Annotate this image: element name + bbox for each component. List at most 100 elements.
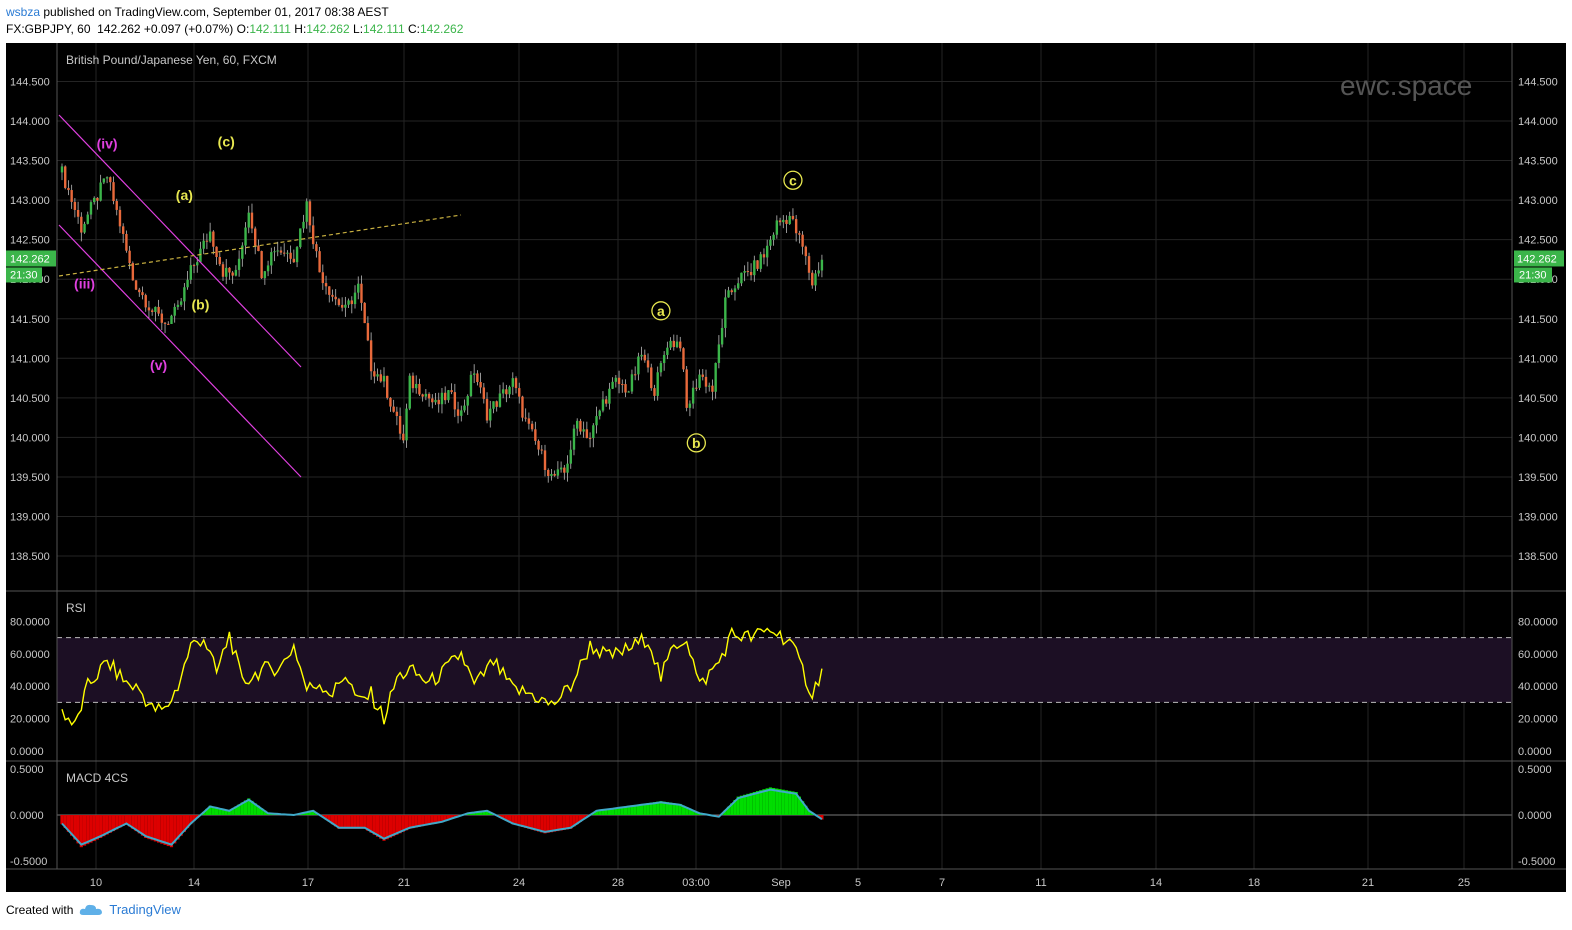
- candle-body[interactable]: [299, 228, 302, 248]
- candle-body[interactable]: [205, 240, 209, 242]
- candle-body[interactable]: [485, 398, 489, 421]
- candle-body[interactable]: [260, 251, 263, 279]
- candle-body[interactable]: [701, 374, 704, 377]
- chart-area[interactable]: (iv) (iii) (v) (a) (b) (c) a b c 144.500 144.500 1…: [6, 43, 1566, 892]
- candle-body[interactable]: [86, 214, 89, 224]
- candle-body[interactable]: [640, 354, 643, 357]
- candle-body[interactable]: [794, 219, 798, 234]
- candle-body[interactable]: [595, 416, 598, 426]
- candle-body[interactable]: [302, 221, 305, 229]
- candle-body[interactable]: [482, 387, 486, 399]
- candle-body[interactable]: [286, 252, 289, 254]
- candle-body[interactable]: [617, 377, 621, 385]
- candle-body[interactable]: [646, 360, 650, 368]
- candle-body[interactable]: [244, 227, 247, 246]
- candle-body[interactable]: [308, 201, 312, 226]
- candle-body[interactable]: [717, 344, 721, 363]
- candle-body[interactable]: [247, 212, 250, 228]
- candle-body[interactable]: [318, 251, 321, 273]
- candle-body[interactable]: [257, 245, 260, 252]
- candle-body[interactable]: [366, 323, 370, 341]
- candle-body[interactable]: [176, 304, 180, 307]
- tradingview-link[interactable]: TradingView: [109, 902, 181, 917]
- candle-body[interactable]: [189, 265, 192, 280]
- candle-body[interactable]: [759, 254, 762, 269]
- candle-body[interactable]: [67, 187, 70, 191]
- candle-body[interactable]: [179, 301, 183, 305]
- channel-upper-line[interactable]: [58, 114, 302, 368]
- candle-body[interactable]: [80, 216, 83, 233]
- candle-body[interactable]: [463, 405, 466, 411]
- candle-body[interactable]: [289, 252, 292, 259]
- candle-body[interactable]: [749, 271, 753, 276]
- candle-body[interactable]: [778, 220, 782, 223]
- candle-body[interactable]: [530, 423, 534, 430]
- candle-body[interactable]: [582, 429, 585, 432]
- candle-body[interactable]: [553, 473, 556, 476]
- candle-body[interactable]: [733, 288, 737, 293]
- candle-body[interactable]: [460, 410, 463, 416]
- candle-body[interactable]: [556, 469, 560, 476]
- candle-body[interactable]: [479, 381, 482, 388]
- candle-body[interactable]: [579, 420, 582, 432]
- candle-body[interactable]: [501, 389, 505, 394]
- candle-body[interactable]: [614, 377, 618, 382]
- candle-body[interactable]: [160, 313, 164, 323]
- candle-body[interactable]: [357, 283, 360, 293]
- candle-body[interactable]: [427, 393, 431, 399]
- candle-body[interactable]: [389, 397, 392, 407]
- candle-body[interactable]: [392, 406, 395, 412]
- candle-body[interactable]: [154, 306, 157, 312]
- candle-body[interactable]: [408, 375, 411, 409]
- candle-body[interactable]: [324, 283, 328, 287]
- candle-body[interactable]: [601, 399, 605, 411]
- candle-body[interactable]: [492, 401, 495, 409]
- candle-body[interactable]: [804, 246, 808, 257]
- candle-body[interactable]: [254, 228, 257, 246]
- candle-body[interactable]: [608, 388, 611, 404]
- candle-body[interactable]: [411, 375, 415, 389]
- candle-body[interactable]: [476, 373, 479, 382]
- candle-body[interactable]: [704, 376, 708, 387]
- candle-body[interactable]: [472, 373, 476, 375]
- candle-body[interactable]: [495, 401, 498, 407]
- candle-body[interactable]: [746, 271, 750, 273]
- candle-body[interactable]: [398, 415, 402, 434]
- candle-body[interactable]: [121, 226, 125, 234]
- candle-body[interactable]: [727, 290, 730, 298]
- candle-body[interactable]: [144, 295, 147, 308]
- candle-body[interactable]: [598, 410, 601, 417]
- candle-body[interactable]: [263, 271, 267, 279]
- candle-body[interactable]: [811, 272, 814, 286]
- candle-body[interactable]: [743, 271, 746, 273]
- candle-body[interactable]: [315, 244, 318, 252]
- candle-body[interactable]: [292, 258, 296, 263]
- candle-body[interactable]: [443, 392, 447, 401]
- candle-body[interactable]: [820, 259, 824, 271]
- candle-body[interactable]: [627, 391, 630, 393]
- candle-body[interactable]: [131, 263, 135, 281]
- candle-body[interactable]: [93, 197, 96, 203]
- candle-body[interactable]: [621, 384, 624, 386]
- candle-body[interactable]: [340, 304, 344, 308]
- candle-body[interactable]: [279, 250, 283, 253]
- candle-body[interactable]: [215, 246, 218, 258]
- candle-body[interactable]: [547, 469, 550, 476]
- candle-body[interactable]: [83, 223, 86, 233]
- candle-body[interactable]: [772, 234, 775, 240]
- candle-body[interactable]: [431, 398, 434, 403]
- candle-body[interactable]: [753, 260, 756, 276]
- candle-body[interactable]: [60, 166, 64, 173]
- candle-body[interactable]: [221, 264, 225, 277]
- candle-body[interactable]: [450, 390, 453, 393]
- candle-body[interactable]: [756, 260, 759, 269]
- candle-body[interactable]: [102, 178, 106, 183]
- candle-body[interactable]: [424, 393, 428, 397]
- candle-body[interactable]: [508, 386, 511, 395]
- candle-body[interactable]: [540, 449, 543, 451]
- candle-body[interactable]: [150, 310, 154, 312]
- candle-body[interactable]: [331, 294, 334, 297]
- macd-pane[interactable]: [57, 787, 1512, 848]
- candle-body[interactable]: [720, 327, 724, 345]
- candle-body[interactable]: [817, 270, 820, 274]
